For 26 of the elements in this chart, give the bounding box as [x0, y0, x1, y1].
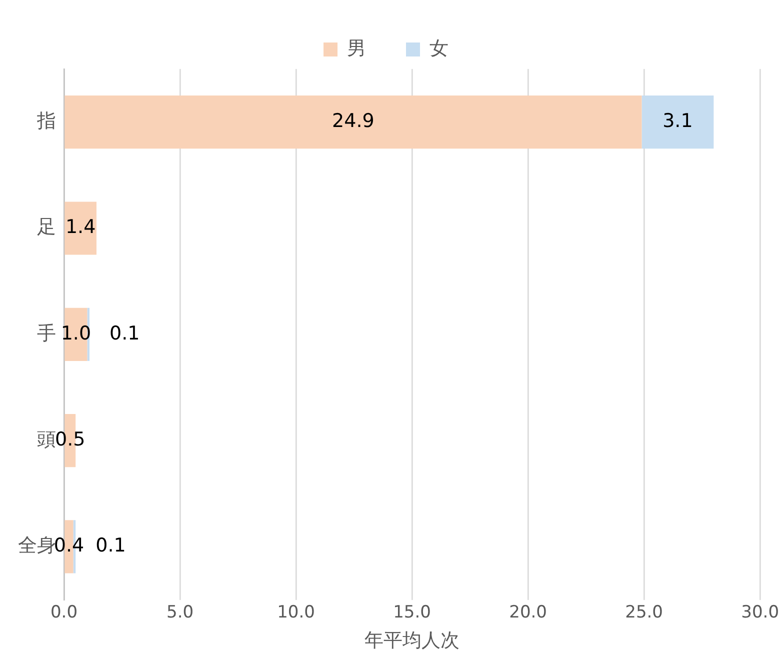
x-tick-label: 5.0 — [166, 602, 194, 622]
y-tick-label: 手 — [37, 322, 56, 344]
x-tick-label: 10.0 — [277, 602, 315, 622]
x-tick-label: 25.0 — [625, 602, 663, 622]
y-tick-label: 指 — [36, 110, 56, 132]
data-label: 0.1 — [110, 322, 140, 344]
bar — [642, 96, 714, 149]
x-axis-title: 年平均人次 — [364, 630, 460, 652]
data-label: 1.0 — [60, 322, 92, 344]
legend-label: 女 — [430, 37, 448, 60]
y-tick-label: 足 — [37, 216, 56, 238]
y-tick-label: 頭 — [37, 428, 56, 450]
bar — [64, 202, 96, 255]
x-tick-label: 20.0 — [509, 602, 547, 622]
data-label: 1.4 — [65, 216, 96, 238]
data-label: 0.5 — [55, 428, 86, 450]
x-tick-label: 30.0 — [741, 602, 780, 622]
data-label: 0.1 — [96, 534, 126, 557]
x-tick-label: 15.0 — [393, 602, 431, 622]
data-label: 0.4 — [54, 534, 84, 557]
data-label: 3.1 — [662, 110, 693, 132]
bar — [64, 96, 642, 149]
x-tick-label: 0.0 — [50, 602, 78, 622]
legend-label: 男 — [347, 37, 366, 60]
y-tick-label: 全身 — [18, 534, 56, 557]
data-label: 24.9 — [332, 110, 374, 132]
